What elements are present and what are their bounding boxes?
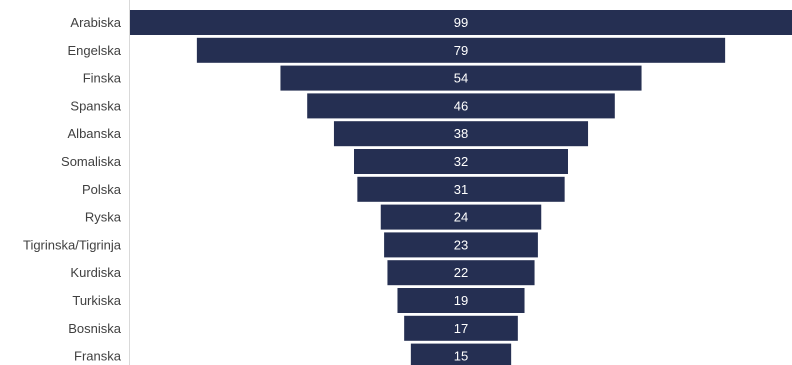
value-label: 54 — [454, 71, 468, 86]
bar-engelska — [196, 37, 726, 63]
category-label: Franska — [74, 349, 122, 364]
value-label: 15 — [454, 349, 468, 364]
value-label: 38 — [454, 126, 468, 141]
category-label: Somaliska — [61, 154, 122, 169]
value-label: 22 — [454, 265, 468, 280]
value-label: 23 — [454, 237, 468, 252]
bar-kurdiska — [387, 260, 535, 286]
value-label: 79 — [454, 43, 468, 58]
category-label: Ryska — [85, 210, 122, 225]
bar-spanska — [307, 93, 615, 119]
bar-turkiska — [397, 288, 525, 313]
category-label: Engelska — [68, 43, 122, 58]
value-label: 46 — [454, 98, 468, 113]
value-label: 19 — [454, 293, 468, 308]
category-label: Kurdiska — [70, 265, 121, 280]
category-label: Turkiska — [72, 293, 121, 308]
bar-polska — [357, 176, 565, 202]
value-label: 31 — [454, 182, 468, 197]
bar-ryska — [380, 204, 542, 230]
category-label: Tigrinska/Tigrinja — [23, 237, 122, 252]
bars-group — [130, 10, 792, 365]
bar-bosniska — [404, 315, 518, 341]
category-label: Finska — [83, 71, 122, 86]
bar-franska — [410, 343, 512, 365]
category-label: Spanska — [70, 98, 121, 113]
value-labels-group: 99 79 54 46 38 32 31 24 23 22 19 17 15 — [454, 15, 468, 364]
bar-finska — [280, 65, 642, 91]
bar-arabiska — [130, 10, 792, 35]
value-label: 17 — [454, 321, 468, 336]
category-label: Polska — [82, 182, 122, 197]
value-label: 32 — [454, 154, 468, 169]
value-label: 24 — [454, 210, 468, 225]
category-labels-group: Arabiska Engelska Finska Spanska Albanska Som… — [23, 15, 122, 364]
category-label: Bosniska — [68, 321, 122, 336]
category-label: Albanska — [68, 126, 122, 141]
category-label: Arabiska — [70, 15, 121, 30]
bar-albanska — [333, 121, 589, 147]
value-label: 99 — [454, 15, 468, 30]
bar-tigrinska-tigrinja — [384, 232, 538, 258]
bar-somaliska — [354, 149, 568, 174]
